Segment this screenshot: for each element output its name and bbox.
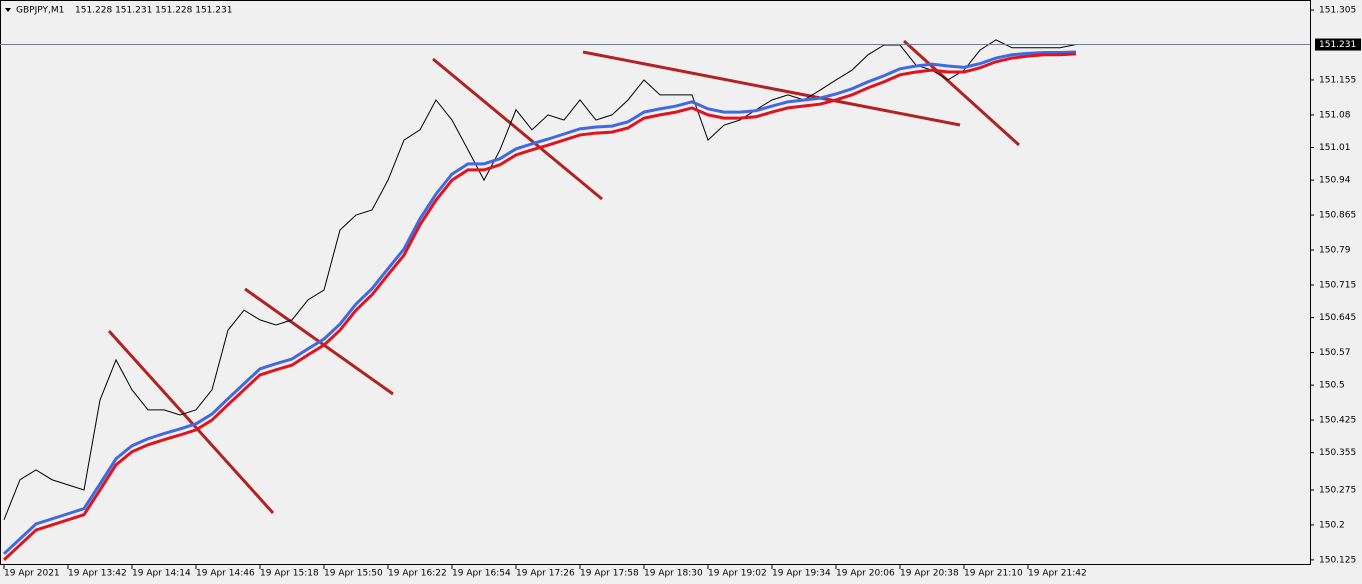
x-tick-label: 19 Apr 16:54 (452, 569, 511, 579)
symbol: GBPJPY,M1 (16, 6, 64, 16)
x-tick-label: 19 Apr 16:22 (388, 569, 447, 579)
x-tick-label: 19 Apr 13:42 (68, 569, 127, 579)
x-tick-label: 19 Apr 21:42 (1028, 569, 1087, 579)
x-tick-label: 19 Apr 17:26 (516, 569, 575, 579)
current-price-label: 151.231 (1319, 40, 1356, 50)
series-line (2, 50, 1077, 555)
x-tick-label: 19 Apr 20:38 (900, 569, 959, 579)
x-tick-label: 19 Apr 21:10 (964, 569, 1023, 579)
y-tick-label: 150.2 (1319, 520, 1345, 530)
x-tick-label: 19 Apr 17:58 (580, 569, 639, 579)
series-line (2, 52, 1077, 561)
y-tick-label: 150.94 (1319, 176, 1351, 186)
y-tick-label: 150.645 (1319, 313, 1356, 323)
y-tick-label: 150.355 (1319, 448, 1356, 458)
y-tick-label: 150.715 (1319, 280, 1356, 290)
y-tick-label: 151.08 (1319, 110, 1351, 120)
x-tick-label: 19 Apr 19:34 (772, 569, 831, 579)
menu-arrow[interactable] (5, 8, 11, 12)
x-tick-label: 19 Apr 20:06 (836, 569, 895, 579)
current-price-box (1315, 38, 1361, 51)
y-tick-label: 150.865 (1319, 211, 1356, 221)
y-tick-label: 150.125 (1319, 555, 1356, 565)
x-tick-label: 19 Apr 2021 (4, 569, 60, 579)
quote: 151.228 151.231 151.228 151.231 (75, 6, 232, 16)
y-tick-label: 150.5 (1319, 381, 1345, 391)
y-tick-label: 151.155 (1319, 75, 1356, 85)
y-tick-label: 150.275 (1319, 485, 1356, 495)
x-tick-label: 19 Apr 18:30 (644, 569, 703, 579)
y-tick-label: 151.305 (1319, 6, 1356, 16)
y-tick-label: 150.425 (1319, 416, 1356, 426)
x-tick-label: 19 Apr 15:18 (260, 569, 319, 579)
y-tick-label: 150.57 (1319, 348, 1351, 358)
x-tick-label: 19 Apr 14:14 (132, 569, 191, 579)
y-tick-label: 151.01 (1319, 143, 1351, 153)
plot-frame (0, 0, 1311, 565)
y-tick-label: 150.79 (1319, 246, 1351, 256)
x-tick-label: 19 Apr 15:50 (324, 569, 383, 579)
x-tick-label: 19 Apr 19:02 (708, 569, 767, 579)
x-tick-label: 19 Apr 14:46 (196, 569, 255, 579)
